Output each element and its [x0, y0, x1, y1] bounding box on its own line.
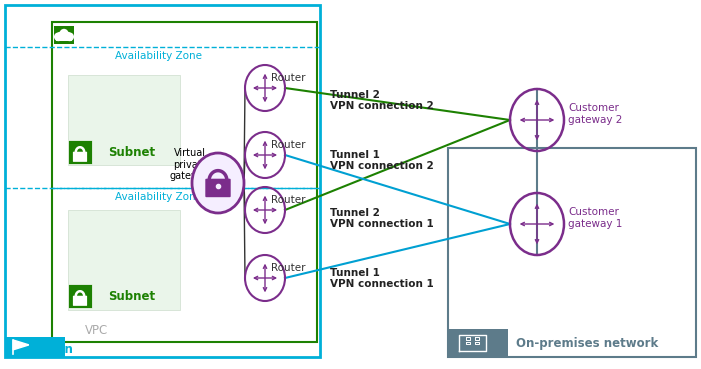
- Text: VPN connection 1: VPN connection 1: [330, 279, 434, 289]
- Circle shape: [54, 32, 63, 41]
- Text: Virtual
private
gateway: Virtual private gateway: [169, 148, 211, 181]
- Polygon shape: [13, 340, 29, 350]
- FancyBboxPatch shape: [68, 284, 92, 308]
- Text: Tunnel 1: Tunnel 1: [330, 150, 380, 160]
- Text: Tunnel 1: Tunnel 1: [330, 268, 380, 278]
- Text: Tunnel 2: Tunnel 2: [330, 90, 380, 100]
- Text: Customer
gateway 2: Customer gateway 2: [568, 103, 622, 125]
- FancyBboxPatch shape: [56, 35, 72, 41]
- Circle shape: [60, 29, 69, 38]
- Text: Router: Router: [271, 140, 306, 150]
- FancyBboxPatch shape: [73, 152, 87, 162]
- FancyBboxPatch shape: [68, 210, 180, 310]
- Text: Availability Zone: Availability Zone: [115, 51, 202, 61]
- Text: Subnet: Subnet: [108, 290, 155, 303]
- FancyBboxPatch shape: [205, 179, 231, 197]
- Circle shape: [62, 31, 72, 40]
- Text: Router: Router: [271, 263, 306, 273]
- Text: On-premises network: On-premises network: [516, 338, 658, 351]
- FancyBboxPatch shape: [73, 296, 87, 306]
- Text: Availability Zone: Availability Zone: [115, 192, 202, 202]
- Text: Tunnel 2: Tunnel 2: [330, 208, 380, 218]
- FancyBboxPatch shape: [448, 329, 508, 357]
- Circle shape: [65, 32, 74, 41]
- Text: Customer
gateway 1: Customer gateway 1: [568, 207, 622, 229]
- Text: Router: Router: [271, 73, 306, 83]
- Text: Subnet: Subnet: [108, 145, 155, 159]
- Text: VPN connection 2: VPN connection 2: [330, 101, 434, 111]
- FancyBboxPatch shape: [5, 337, 65, 357]
- Text: VPN connection 1: VPN connection 1: [330, 219, 434, 229]
- FancyBboxPatch shape: [68, 75, 180, 165]
- Ellipse shape: [192, 153, 244, 213]
- Text: Region: Region: [28, 342, 74, 355]
- FancyBboxPatch shape: [68, 140, 92, 164]
- FancyBboxPatch shape: [450, 331, 495, 355]
- Text: VPN connection 2: VPN connection 2: [330, 161, 434, 171]
- FancyBboxPatch shape: [54, 26, 74, 44]
- Text: Router: Router: [271, 195, 306, 205]
- Text: VPC: VPC: [85, 324, 108, 337]
- Circle shape: [57, 31, 65, 40]
